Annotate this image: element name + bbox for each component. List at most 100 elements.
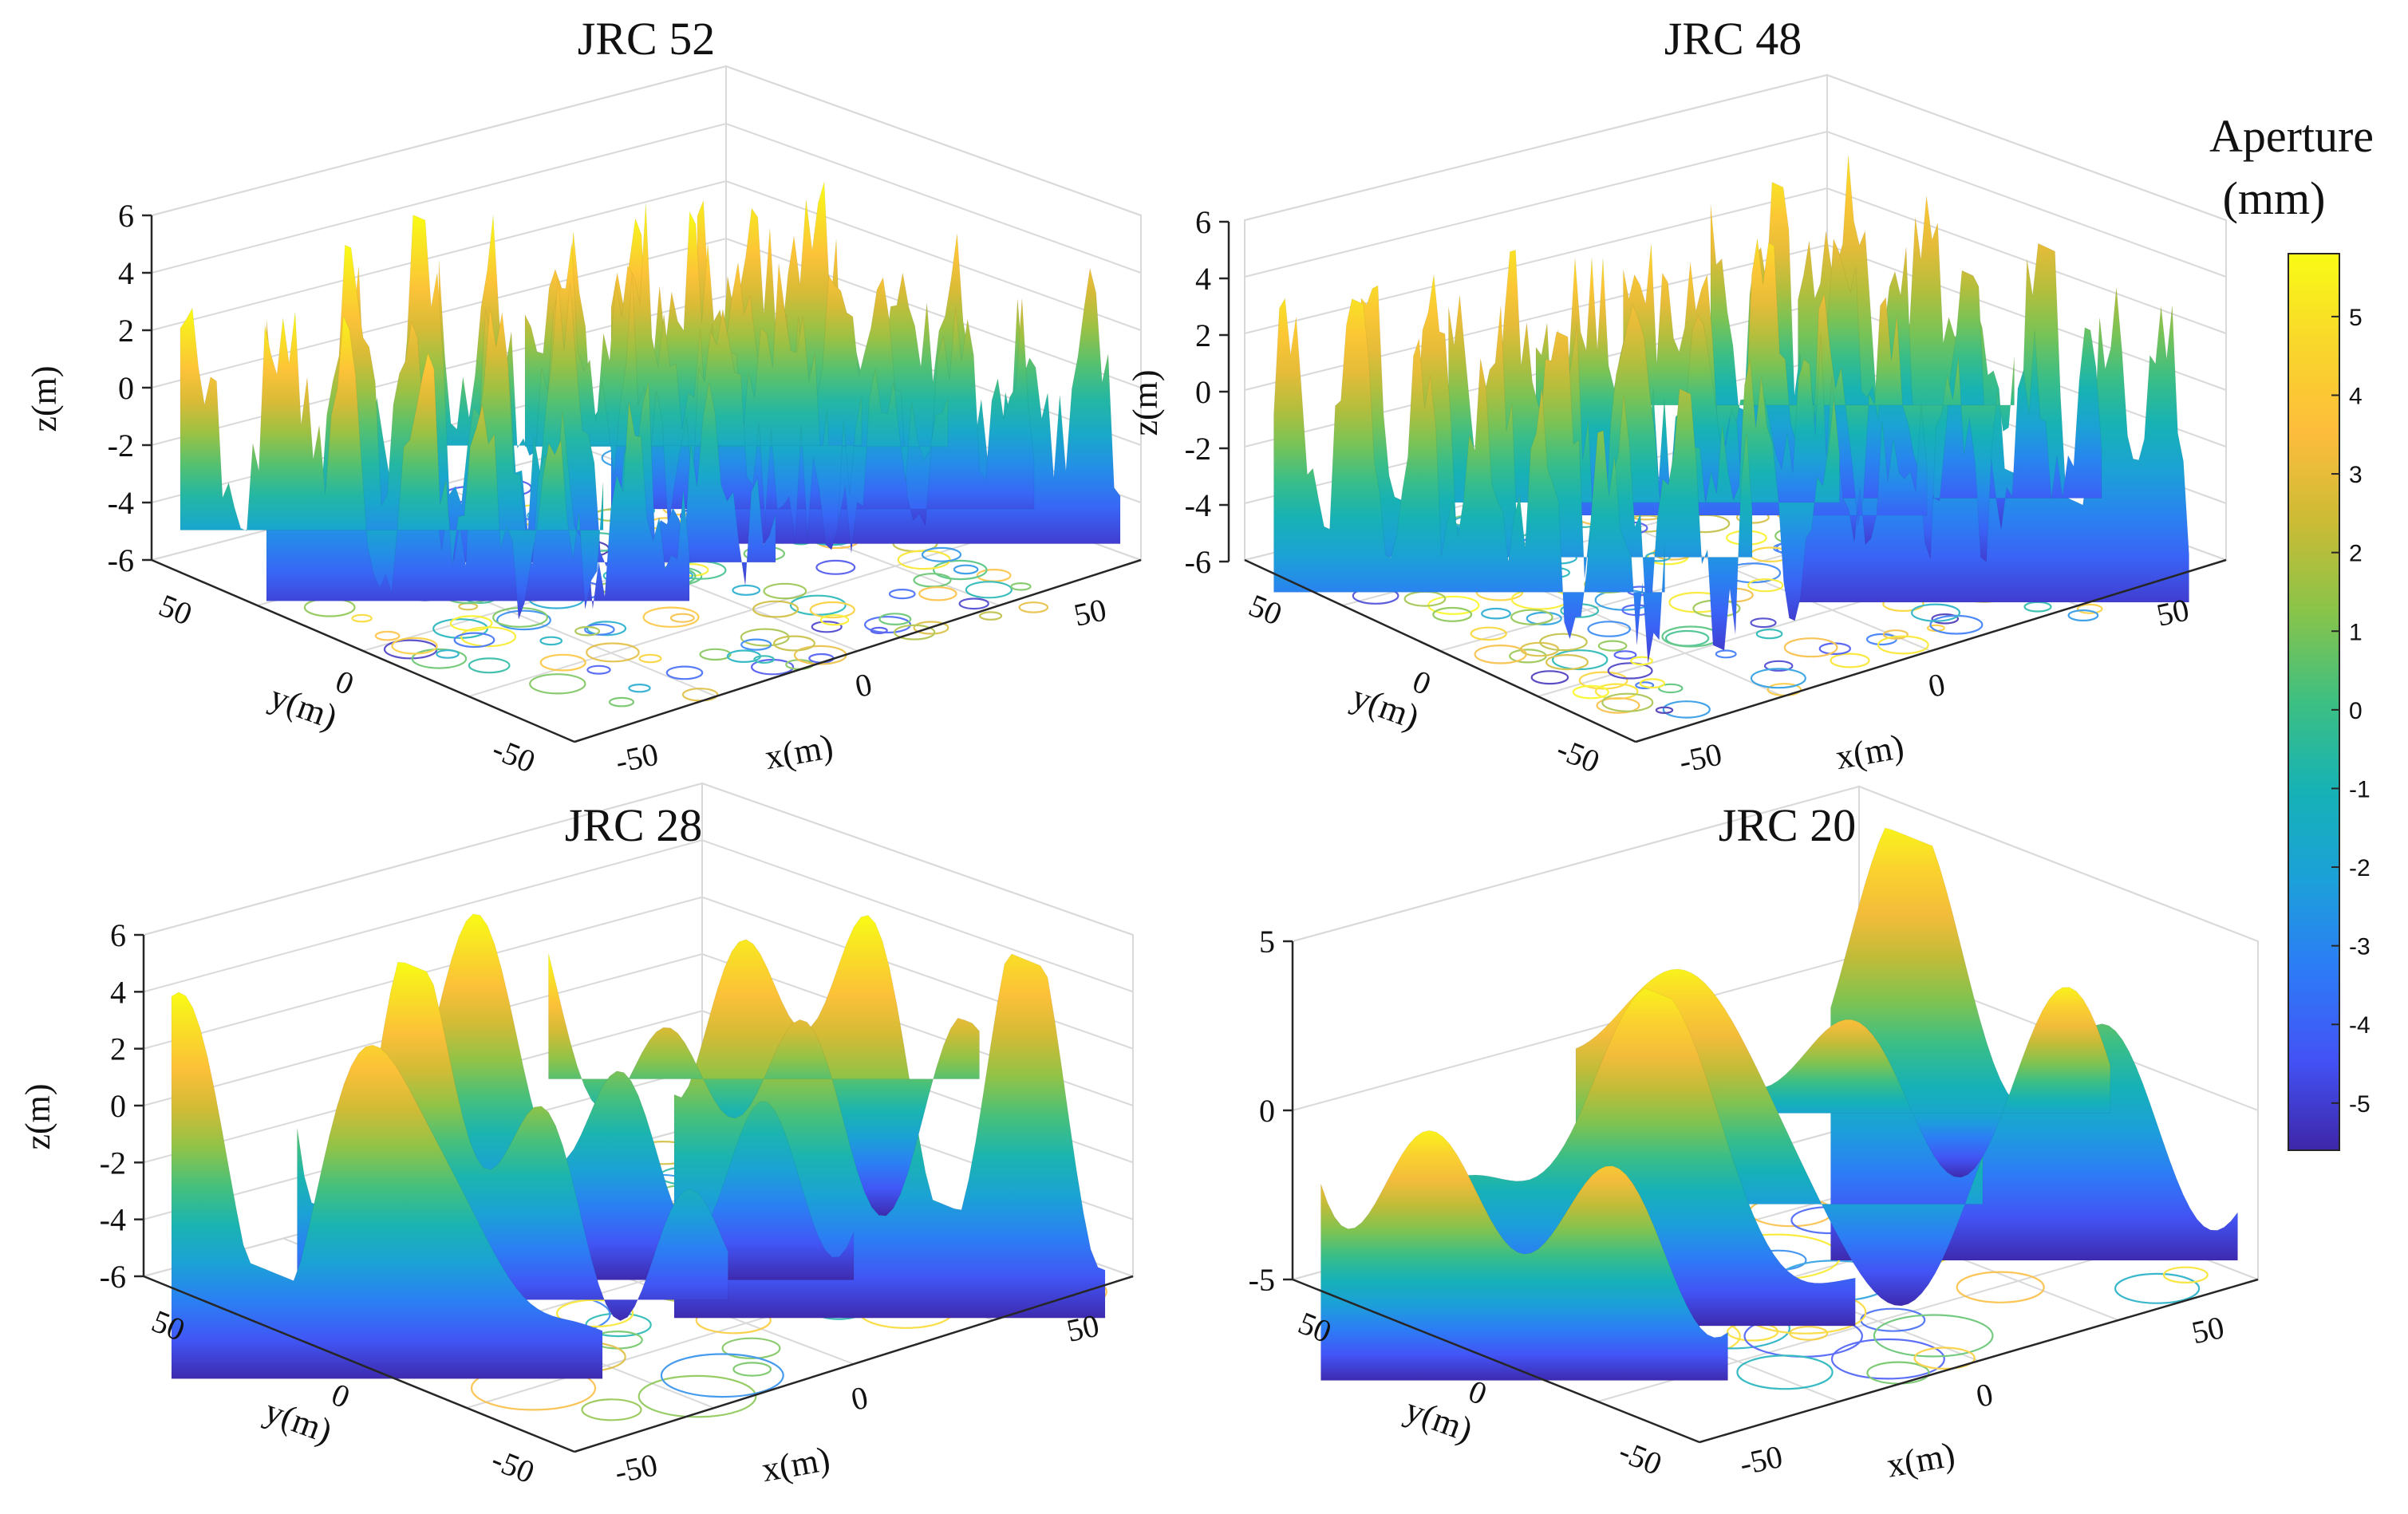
x-axis-label: x(m) xyxy=(762,727,836,777)
z-tick-label: 6 xyxy=(118,198,134,234)
z-tick-label: -6 xyxy=(1185,544,1211,580)
contour-line xyxy=(351,613,373,623)
z-tick-label: 0 xyxy=(118,370,134,406)
x-axis-line xyxy=(1635,558,2227,743)
y-tick-label: 50 xyxy=(154,587,197,633)
x-tick-label: 0 xyxy=(1925,666,1948,704)
z-tick-label: 0 xyxy=(1195,374,1211,410)
contour-line xyxy=(584,623,615,636)
z-tick-label: 4 xyxy=(118,255,134,291)
contour-line xyxy=(1607,662,1653,680)
contour-line xyxy=(665,665,704,680)
surface-strip xyxy=(266,244,690,609)
colorbar-tick-label: 2 xyxy=(2349,541,2363,567)
contour-line xyxy=(750,659,795,676)
contour-line xyxy=(888,588,916,600)
contour-line xyxy=(1750,617,1777,629)
contour-line xyxy=(1715,649,1737,659)
contour-line xyxy=(391,637,438,655)
contour-line xyxy=(772,635,815,652)
contour-line xyxy=(1877,635,1929,655)
contour-line xyxy=(1956,1271,2045,1303)
contour-line xyxy=(1587,621,1632,637)
contour-line xyxy=(819,614,850,626)
contour-line xyxy=(586,621,627,637)
contour-line xyxy=(586,664,611,675)
colorbar-tick-label: 1 xyxy=(2349,619,2363,645)
contour-line xyxy=(574,625,601,637)
contour-line xyxy=(1601,692,1654,712)
z-axis-label: z(m) xyxy=(18,1083,57,1149)
contour-line xyxy=(1597,640,1628,652)
contour-line xyxy=(732,584,761,596)
y-tick-label: -50 xyxy=(1552,731,1605,780)
z-gridline xyxy=(143,782,1134,936)
contour-line xyxy=(1470,626,1507,641)
y-axis-line xyxy=(1292,1278,1700,1444)
contour-line xyxy=(1530,670,1569,685)
z-tick-label: 2 xyxy=(110,1031,126,1067)
contour-line xyxy=(721,1337,781,1360)
contour-line xyxy=(740,638,772,651)
z-gridline xyxy=(143,896,1134,1050)
z-tick-label: -6 xyxy=(108,542,134,578)
surface-strip xyxy=(1320,1130,1728,1381)
x-tick-label: -50 xyxy=(1676,735,1725,779)
contour-line xyxy=(374,630,401,641)
contour-line xyxy=(2162,1266,2209,1284)
contour-line xyxy=(1736,1354,1834,1390)
contour-line xyxy=(753,655,775,664)
contour-line xyxy=(539,636,563,646)
x-tick-label: 0 xyxy=(852,666,875,704)
colorbar-tick-label: 3 xyxy=(2349,462,2363,488)
z-gridline xyxy=(1244,130,2227,278)
z-tick-label: 5 xyxy=(1259,924,1275,960)
contour-line xyxy=(752,600,799,618)
contour-line xyxy=(1929,614,1984,635)
contour-line xyxy=(933,559,988,581)
chart-title: JRC 48 xyxy=(1664,13,1802,65)
contour-line xyxy=(453,632,495,649)
z-tick-label: -4 xyxy=(100,1202,126,1238)
colorbar-tick-label: 4 xyxy=(2349,383,2363,409)
x-axis-line xyxy=(574,558,1142,743)
contour-line xyxy=(468,657,511,674)
contour-line xyxy=(965,581,1013,599)
contour-line xyxy=(732,1362,772,1377)
contour-line xyxy=(878,613,912,625)
contour-line xyxy=(921,546,962,562)
z-tick-label: 6 xyxy=(110,917,126,953)
contour-line xyxy=(918,586,957,601)
z-gridline xyxy=(151,179,1142,331)
x-tick-label: 50 xyxy=(1064,1307,1102,1349)
x-axis-label: x(m) xyxy=(759,1439,833,1489)
y-tick-label: -50 xyxy=(488,731,540,780)
contour-line xyxy=(449,615,493,632)
surface-strip xyxy=(352,214,776,586)
y-axis-label: y(m) xyxy=(265,677,342,737)
z-axis-label: z(m) xyxy=(25,365,64,432)
y-tick-label: 50 xyxy=(1244,587,1287,633)
contour-line xyxy=(1510,609,1553,625)
z-tick-label: -4 xyxy=(108,485,134,521)
chart-title: JRC 52 xyxy=(578,13,715,65)
contour-line xyxy=(2067,609,2099,621)
contour-line xyxy=(763,582,807,600)
contour-line xyxy=(436,649,460,659)
contour-line xyxy=(815,559,856,575)
contour-line xyxy=(1551,649,1609,671)
contour-line xyxy=(699,648,732,661)
surface xyxy=(1320,827,2238,1381)
contour-line xyxy=(1662,700,1711,719)
contour-line xyxy=(1481,607,1511,620)
x-axis-label: x(m) xyxy=(1884,1435,1958,1485)
contour-line xyxy=(638,1374,757,1418)
y-tick-label: 0 xyxy=(330,663,358,702)
z-gridline xyxy=(1292,785,2259,942)
contour-line xyxy=(1755,629,1783,640)
contour-line xyxy=(660,1353,784,1398)
colorbar-tick-label: -2 xyxy=(2349,855,2370,881)
z-tick-label: 0 xyxy=(110,1088,126,1124)
colorbar-tick-label: -1 xyxy=(2349,776,2370,802)
